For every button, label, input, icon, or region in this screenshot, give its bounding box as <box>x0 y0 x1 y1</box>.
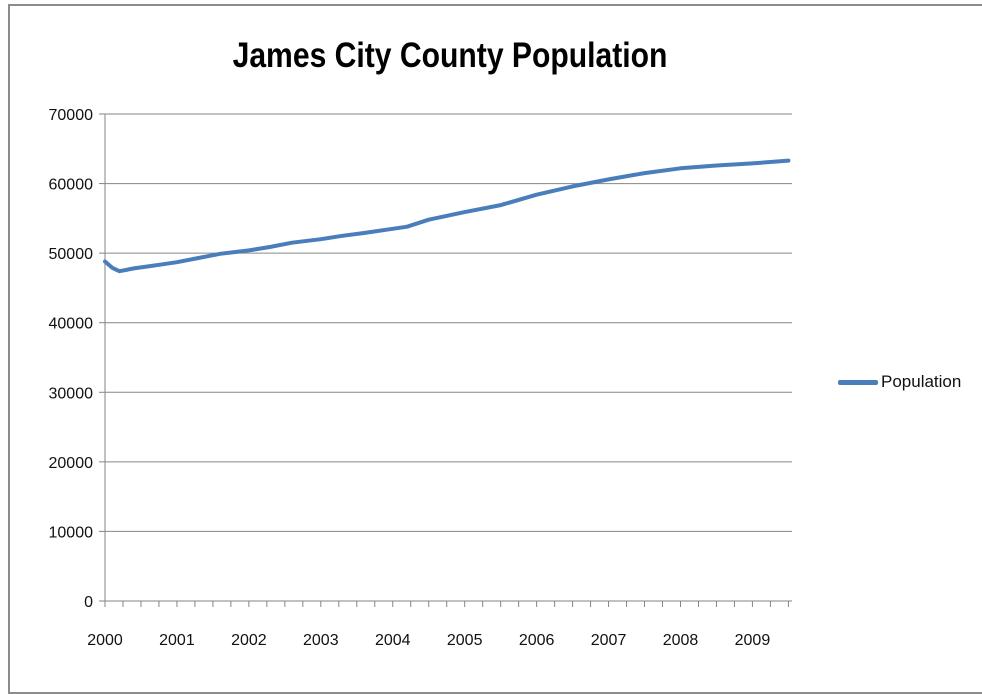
legend-swatch-population <box>838 379 878 385</box>
x-tick-label-2005: 2005 <box>447 632 483 649</box>
legend-label-population: Population <box>881 372 962 391</box>
chart-frame <box>8 4 982 694</box>
x-axis-tick-labels: 2000 2001 2002 2003 2004 2005 2006 2007 2008 2009 <box>87 632 770 649</box>
x-tick-label-2007: 2007 <box>591 632 627 649</box>
chart-title: James City County Population <box>232 36 668 75</box>
x-tick-label-2004: 2004 <box>375 632 411 649</box>
x-tick-label-2009: 2009 <box>735 632 771 649</box>
series-line-population <box>103 158 791 274</box>
x-tick-label-2008: 2008 <box>663 632 699 649</box>
y-tick-label-70000: 70000 <box>49 107 94 124</box>
y-tick-label-20000: 20000 <box>49 455 94 472</box>
legend: Population <box>838 372 961 392</box>
x-tick-label-2002: 2002 <box>231 632 267 649</box>
line-chart: 0 10000 20000 30000 40000 50000 60000 70000 200… <box>49 107 792 649</box>
y-tick-label-50000: 50000 <box>49 246 94 263</box>
x-tick-label-2000: 2000 <box>87 632 123 649</box>
x-tick-label-2006: 2006 <box>519 632 555 649</box>
series-lines <box>103 158 791 274</box>
axes <box>99 113 792 607</box>
y-tick-label-10000: 10000 <box>49 524 94 541</box>
gridlines <box>105 113 792 532</box>
y-tick-label-0: 0 <box>84 594 93 611</box>
y-axis-tick-labels: 0 10000 20000 30000 40000 50000 60000 70000 <box>49 107 94 611</box>
x-tick-label-2001: 2001 <box>159 632 195 649</box>
y-tick-label-60000: 60000 <box>49 177 94 194</box>
x-tick-label-2003: 2003 <box>303 632 339 649</box>
y-tick-label-30000: 30000 <box>49 385 94 402</box>
y-tick-label-40000: 40000 <box>49 316 94 333</box>
